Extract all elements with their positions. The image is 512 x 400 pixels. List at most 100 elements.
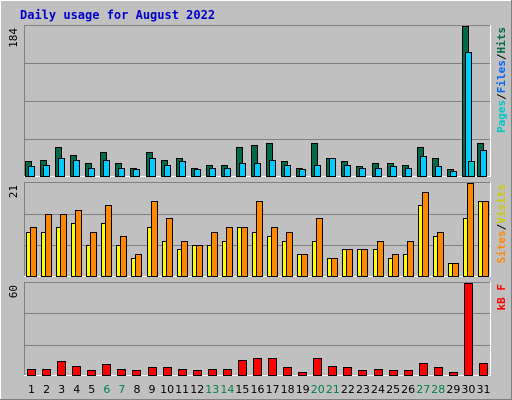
bar-kb-f-day-12 xyxy=(193,370,202,376)
bar-sites-day-12 xyxy=(196,245,203,277)
x-label-day-11: 11 xyxy=(175,383,189,396)
bar-files-day-21 xyxy=(329,158,336,177)
legend-entry: Files xyxy=(495,60,508,93)
bar-kb-f-day-20 xyxy=(313,358,322,376)
bar-kb-f-day-14 xyxy=(223,369,232,376)
bar-kb-f-day-26 xyxy=(404,370,413,376)
legend: kB F xyxy=(495,284,508,311)
bar-kb-f-day-24 xyxy=(374,369,383,376)
x-label-day-5: 5 xyxy=(88,383,95,396)
x-label-day-29: 29 xyxy=(446,383,460,396)
bar-kb-f-day-3 xyxy=(57,361,66,376)
bar-kb-f-day-16 xyxy=(253,358,262,376)
legend-entry: Pages xyxy=(495,100,508,133)
bar-sites-day-10 xyxy=(166,218,173,277)
bar-files-day-24 xyxy=(375,168,382,177)
legend-entry: kB F xyxy=(495,284,508,311)
x-label-day-24: 24 xyxy=(371,383,385,396)
y-max-label: 60 xyxy=(7,285,20,298)
x-label-day-6: 6 xyxy=(103,383,110,396)
bar-files-day-13 xyxy=(209,168,216,177)
bar-files-day-16 xyxy=(254,163,261,177)
legend: Sites/Visits xyxy=(495,184,508,264)
bar-files-day-6 xyxy=(103,160,110,177)
bar-files-day-23 xyxy=(359,168,366,177)
legend-entry: / xyxy=(495,93,508,100)
legend: Pages/Files/Hits xyxy=(495,27,508,133)
x-label-day-20: 20 xyxy=(311,383,325,396)
bar-sites-day-17 xyxy=(271,227,278,277)
x-label-day-26: 26 xyxy=(401,383,415,396)
x-label-day-15: 15 xyxy=(235,383,249,396)
bar-sites-day-4 xyxy=(75,210,82,277)
x-label-day-25: 25 xyxy=(386,383,400,396)
bar-sites-day-2 xyxy=(45,214,52,277)
panel-visits-sites: 21 Sites/Visits xyxy=(7,182,508,277)
bar-pages-day-30 xyxy=(468,161,475,177)
bar-kb-f-day-18 xyxy=(283,367,292,376)
bar-files-day-29 xyxy=(450,171,457,177)
bar-sites-day-20 xyxy=(316,218,323,277)
bar-sites-day-26 xyxy=(407,241,414,277)
bar-sites-day-15 xyxy=(241,227,248,277)
bar-kb-f-day-5 xyxy=(87,370,96,376)
bar-files-day-28 xyxy=(435,166,442,177)
bar-kb-f-day-28 xyxy=(434,367,443,376)
bar-kb-f-day-25 xyxy=(389,370,398,376)
bar-files-day-27 xyxy=(420,156,427,177)
bar-kb-f-day-10 xyxy=(163,367,172,376)
x-label-day-27: 27 xyxy=(416,383,430,396)
bar-files-day-30 xyxy=(465,52,472,177)
x-label-day-7: 7 xyxy=(118,383,125,396)
chart-title: Daily usage for August 2022 xyxy=(20,8,215,22)
bar-sites-day-14 xyxy=(226,227,233,277)
panel-hits-files-pages: 184 Pages/Files/Hits xyxy=(7,25,508,177)
bar-sites-day-22 xyxy=(346,249,353,277)
bar-sites-day-19 xyxy=(301,254,308,277)
y-max-label: 21 xyxy=(7,185,20,198)
legend-entry: Sites xyxy=(495,230,508,263)
bar-sites-day-13 xyxy=(211,232,218,277)
x-label-day-8: 8 xyxy=(133,383,140,396)
x-label-day-2: 2 xyxy=(43,383,50,396)
x-label-day-31: 31 xyxy=(476,383,490,396)
bar-kb-f-day-27 xyxy=(419,363,428,376)
bar-sites-day-7 xyxy=(120,236,127,277)
bar-files-day-14 xyxy=(224,168,231,177)
bar-sites-day-27 xyxy=(422,192,429,277)
x-label-day-16: 16 xyxy=(251,383,265,396)
bar-kb-f-day-17 xyxy=(268,358,277,376)
bar-kb-f-day-9 xyxy=(148,367,157,376)
bar-sites-day-9 xyxy=(151,201,158,277)
bar-kb-f-day-30 xyxy=(464,283,473,376)
y-max-label: 184 xyxy=(7,28,20,48)
bar-files-day-26 xyxy=(405,168,412,177)
bar-files-day-18 xyxy=(284,165,291,177)
x-label-day-4: 4 xyxy=(73,383,80,396)
bar-files-day-15 xyxy=(239,163,246,177)
bar-kb-f-day-29 xyxy=(449,372,458,376)
bar-files-day-12 xyxy=(194,169,201,177)
bar-files-day-4 xyxy=(73,160,80,177)
bar-files-day-22 xyxy=(344,165,351,177)
x-label-day-28: 28 xyxy=(431,383,445,396)
bar-kb-f-day-8 xyxy=(132,370,141,376)
bar-kb-f-day-7 xyxy=(117,369,126,376)
bar-kb-f-day-11 xyxy=(178,369,187,376)
bar-sites-day-30 xyxy=(467,183,474,277)
bar-files-day-2 xyxy=(43,165,50,177)
x-label-day-12: 12 xyxy=(190,383,204,396)
bar-kb-f-day-1 xyxy=(27,369,36,376)
x-label-day-19: 19 xyxy=(296,383,310,396)
bar-sites-day-1 xyxy=(30,227,37,277)
x-label-day-14: 14 xyxy=(220,383,234,396)
bar-files-day-19 xyxy=(299,169,306,177)
panel-kbf: 60 kB F xyxy=(7,282,508,376)
legend-entry: / xyxy=(495,223,508,230)
bar-sites-day-16 xyxy=(256,201,263,277)
bar-kb-f-day-31 xyxy=(479,363,488,376)
bar-sites-day-31 xyxy=(482,201,489,277)
bar-sites-day-6 xyxy=(105,205,112,277)
bar-files-day-17 xyxy=(269,160,276,177)
